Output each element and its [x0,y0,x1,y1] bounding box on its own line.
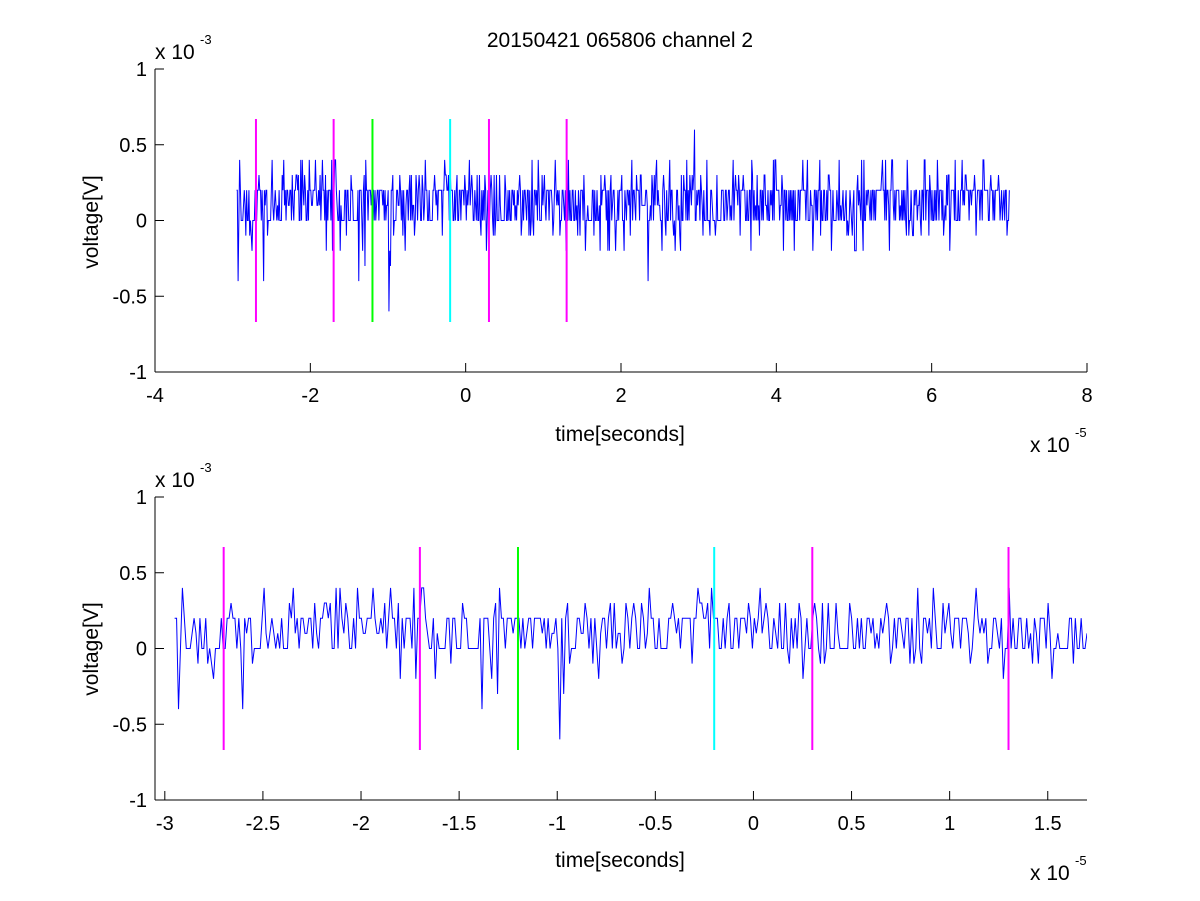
chart-title: 20150421 065806 channel 2 [487,29,753,52]
x-tick-label: 0 [460,385,471,407]
x-tick-label: -2 [352,813,370,835]
top-y-multiplier: x 10 -3 [155,32,212,64]
bottom-y-multiplier-base: x 10 [155,469,195,492]
x-tick-label: 0 [748,813,759,835]
bottom-subplot: x 10 -3 x 10 -5 time[seconds] voltage[V]… [80,460,1087,885]
top-subplot: 20150421 065806 channel 2 x 10 -3 x 10 -… [80,29,1093,457]
y-tick-label: -1 [129,790,147,812]
x-tick-label: -2 [301,385,319,407]
x-tick-label: 8 [1081,385,1092,407]
top-x-multiplier-base: x 10 [1030,434,1070,457]
x-tick-label: -3 [156,813,174,835]
x-tick-label: 2 [615,385,626,407]
y-tick-label: 1 [136,487,147,509]
x-tick-label: -4 [146,385,164,407]
top-y-multiplier-exp: -3 [200,32,212,47]
y-tick-label: -0.5 [113,286,147,308]
y-tick-label: -0.5 [113,714,147,736]
bottom-x-axis-label: time[seconds] [555,849,685,872]
bottom-y-multiplier-exp: -3 [200,460,212,475]
top-y-axis-label: voltage[V] [80,175,103,268]
bottom-x-multiplier: x 10 -5 [1030,853,1087,885]
y-tick-label: 0.5 [119,563,147,585]
bottom-y-axis-label: voltage[V] [80,602,103,695]
y-tick-label: 0.5 [119,135,147,157]
y-tick-label: 1 [136,59,147,81]
voltage-trace [236,129,1010,312]
top-x-multiplier-exp: -5 [1075,425,1087,440]
x-tick-label: -1 [548,813,566,835]
x-tick-label: -1.5 [442,813,476,835]
x-tick-label: 1.5 [1034,813,1062,835]
x-tick-label: 6 [926,385,937,407]
top-y-multiplier-base: x 10 [155,41,195,64]
voltage-trace [174,587,1087,740]
top-x-multiplier: x 10 -5 [1030,425,1087,457]
x-tick-label: -0.5 [638,813,672,835]
x-tick-label: 1 [944,813,955,835]
bottom-x-multiplier-exp: -5 [1075,853,1087,868]
y-tick-label: 0 [136,639,147,661]
y-tick-label: 0 [136,211,147,233]
y-tick-label: -1 [129,362,147,384]
bottom-y-multiplier: x 10 -3 [155,460,212,492]
bottom-x-multiplier-base: x 10 [1030,862,1070,885]
x-tick-label: 4 [771,385,782,407]
x-tick-label: -2.5 [246,813,280,835]
x-tick-label: 0.5 [838,813,866,835]
top-x-axis-label: time[seconds] [555,423,685,446]
